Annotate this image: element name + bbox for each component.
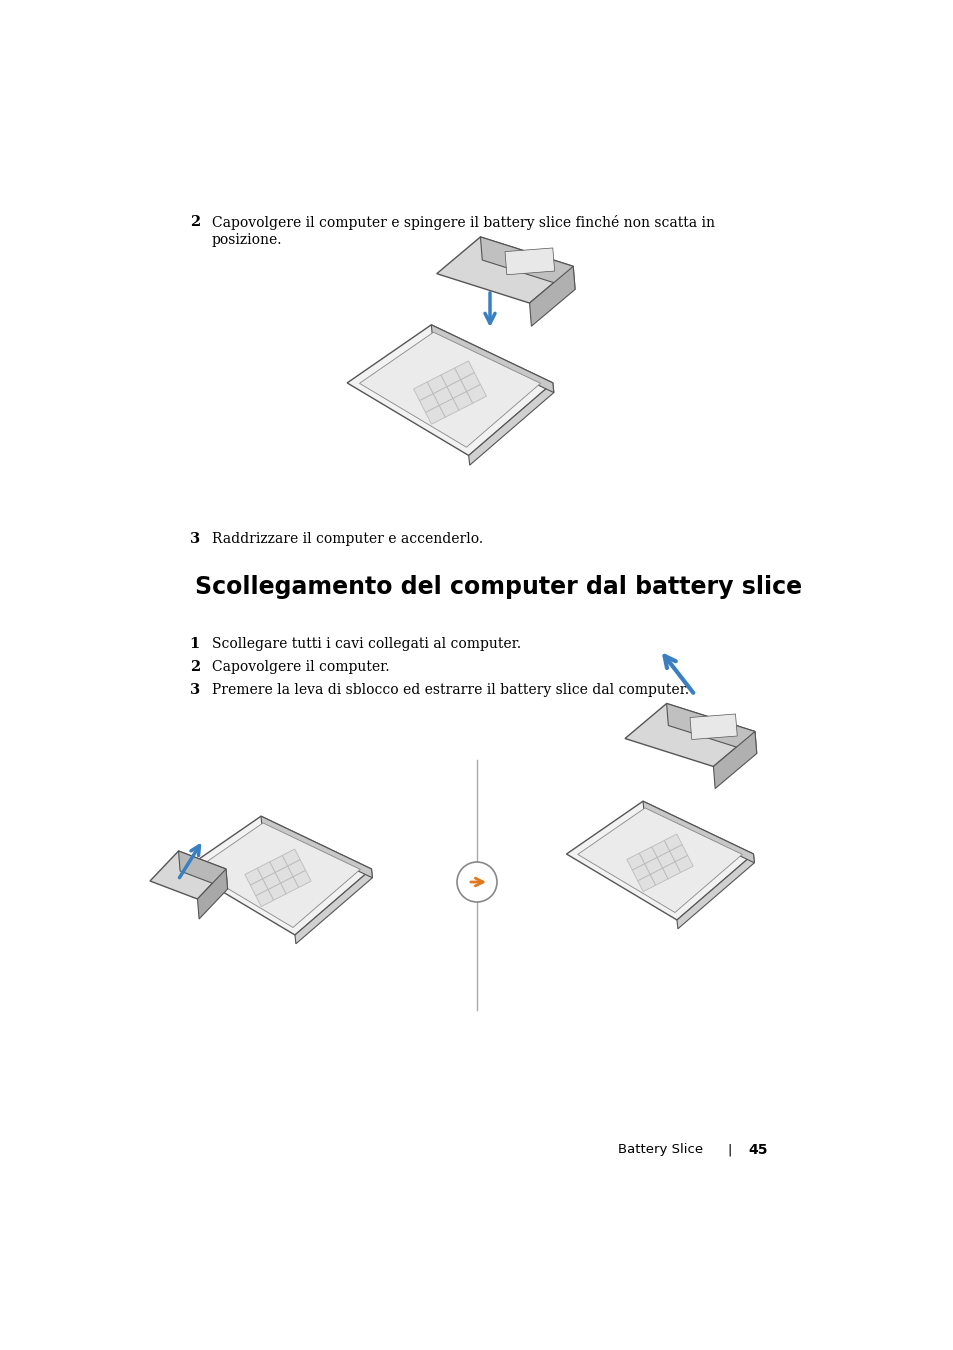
Text: 2: 2	[190, 215, 200, 230]
Polygon shape	[178, 850, 228, 890]
Text: Scollegamento del computer dal battery slice: Scollegamento del computer dal battery s…	[194, 575, 801, 599]
Text: Battery Slice: Battery Slice	[618, 1143, 702, 1156]
Polygon shape	[666, 703, 756, 753]
Polygon shape	[651, 841, 669, 857]
Polygon shape	[578, 807, 741, 913]
Polygon shape	[639, 846, 657, 864]
Polygon shape	[184, 817, 371, 936]
Polygon shape	[280, 876, 298, 894]
Text: Premere la leva di sblocco ed estrarre il battery slice dal computer.: Premere la leva di sblocco ed estrarre i…	[212, 683, 688, 697]
Polygon shape	[197, 869, 228, 919]
Text: Capovolgere il computer.: Capovolgere il computer.	[212, 660, 389, 674]
Polygon shape	[347, 325, 553, 455]
Polygon shape	[650, 868, 667, 886]
Polygon shape	[624, 703, 754, 767]
Polygon shape	[440, 369, 460, 386]
Polygon shape	[255, 890, 274, 907]
Text: 3: 3	[190, 683, 200, 697]
Polygon shape	[677, 855, 754, 929]
Polygon shape	[657, 850, 675, 868]
Polygon shape	[480, 238, 575, 289]
Polygon shape	[466, 385, 486, 404]
Polygon shape	[282, 849, 300, 867]
Polygon shape	[431, 325, 554, 393]
Polygon shape	[270, 856, 288, 872]
Text: Scollegare tutti i cavi collegati al computer.: Scollegare tutti i cavi collegati al com…	[212, 637, 520, 651]
Polygon shape	[288, 860, 305, 876]
Text: 45: 45	[747, 1143, 767, 1157]
Polygon shape	[460, 373, 480, 391]
Polygon shape	[268, 883, 286, 900]
Polygon shape	[689, 714, 737, 740]
Text: posizione.: posizione.	[212, 234, 282, 247]
Polygon shape	[257, 861, 275, 879]
Polygon shape	[275, 867, 293, 883]
Polygon shape	[261, 817, 372, 878]
Polygon shape	[433, 386, 453, 405]
Text: Capovolgere il computer e spingere il battery slice finché non scatta in: Capovolgere il computer e spingere il ba…	[212, 215, 714, 230]
Polygon shape	[419, 394, 438, 413]
Polygon shape	[195, 824, 360, 927]
Text: 3: 3	[190, 532, 200, 545]
Polygon shape	[644, 857, 662, 875]
Polygon shape	[294, 869, 372, 944]
Text: 2: 2	[190, 660, 200, 674]
Polygon shape	[468, 383, 554, 466]
Polygon shape	[713, 732, 756, 788]
Polygon shape	[414, 382, 433, 401]
Polygon shape	[250, 879, 268, 896]
Polygon shape	[293, 871, 311, 887]
Polygon shape	[359, 332, 540, 447]
Polygon shape	[642, 801, 754, 863]
Text: 1: 1	[190, 637, 200, 651]
Polygon shape	[566, 801, 753, 919]
Polygon shape	[675, 856, 693, 872]
Polygon shape	[663, 834, 681, 850]
Polygon shape	[447, 379, 466, 398]
Polygon shape	[436, 238, 573, 304]
Polygon shape	[632, 864, 650, 880]
Polygon shape	[245, 868, 262, 886]
Polygon shape	[529, 266, 575, 327]
Circle shape	[456, 863, 497, 902]
Polygon shape	[455, 360, 474, 379]
Polygon shape	[662, 861, 679, 879]
Polygon shape	[669, 845, 687, 861]
Polygon shape	[504, 248, 554, 275]
Text: |: |	[727, 1143, 731, 1156]
Polygon shape	[262, 872, 280, 890]
Polygon shape	[453, 392, 473, 410]
Polygon shape	[438, 398, 458, 417]
Polygon shape	[638, 875, 655, 891]
Polygon shape	[150, 850, 226, 899]
Polygon shape	[425, 405, 445, 424]
Text: Raddrizzare il computer e accenderlo.: Raddrizzare il computer e accenderlo.	[212, 532, 482, 545]
Polygon shape	[427, 375, 447, 394]
Polygon shape	[626, 853, 644, 871]
